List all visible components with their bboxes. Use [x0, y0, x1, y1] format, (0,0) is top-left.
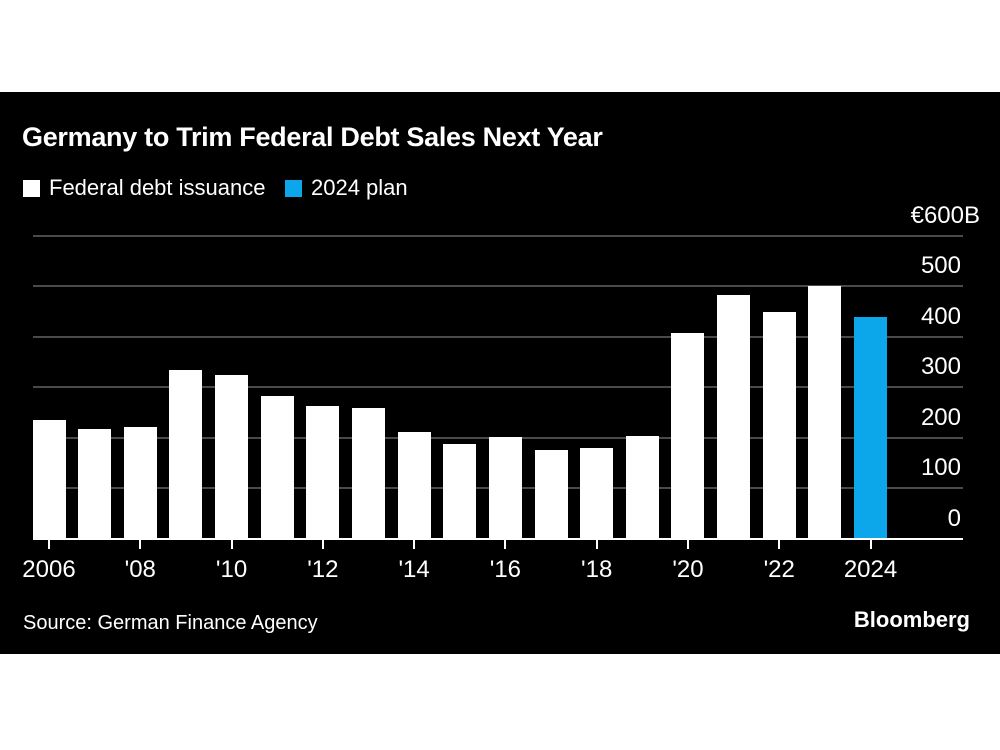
legend-swatch-icon	[23, 179, 40, 197]
gridline-400	[33, 335, 963, 338]
bar-2013	[351, 408, 385, 539]
x-axis-tick-2008	[139, 540, 142, 549]
bar-2008	[123, 426, 157, 539]
legend-label: 2024 plan	[311, 175, 408, 200]
bar-2015	[443, 444, 477, 539]
y-axis-label-0: 0	[947, 505, 961, 532]
legend-item-issuance: Federal debt issuance	[23, 175, 266, 200]
bar-2024	[854, 316, 888, 539]
bloomberg-logo: Bloomberg	[853, 607, 970, 632]
x-axis-line	[33, 538, 963, 540]
bar-2018	[580, 448, 614, 539]
source-note: Source: German Finance Agency	[23, 612, 318, 634]
x-axis-label-2018: '18	[581, 556, 613, 583]
x-axis-tick-2012	[321, 540, 324, 549]
gridline-500	[33, 285, 963, 288]
x-axis-tick-2016	[504, 540, 507, 549]
x-axis-label-2010: '10	[215, 556, 248, 583]
y-axis-label-400: 400	[920, 302, 961, 330]
x-axis-label-2016: '16	[489, 556, 522, 583]
bar-2019	[625, 435, 659, 539]
x-axis-tick-2010	[230, 540, 233, 549]
bar-2016	[488, 436, 522, 539]
y-axis-label-200: 200	[920, 403, 961, 431]
bar-2010	[215, 375, 249, 539]
bar-2011	[260, 395, 294, 539]
x-axis-label-2022: '22	[763, 556, 795, 583]
x-axis-label-2008: '08	[124, 556, 156, 583]
bar-2023	[808, 286, 842, 539]
x-axis-tick-2022	[778, 540, 781, 549]
bar-2009	[169, 370, 203, 539]
bar-2007	[78, 428, 112, 539]
x-axis-tick-2006	[48, 540, 50, 549]
bar-2022	[762, 312, 796, 539]
bar-2006	[32, 420, 66, 539]
gridline-300	[33, 386, 963, 389]
x-axis-label-2014: '14	[398, 556, 430, 583]
bar-2020	[671, 333, 705, 539]
bar-2014	[397, 431, 431, 539]
y-axis-label-100: 100	[920, 454, 961, 482]
x-axis-label-2006: 2006	[22, 556, 76, 583]
y-axis-label-600: €600B	[910, 201, 980, 229]
y-axis-label-300: 300	[920, 353, 961, 381]
legend-item-plan: 2024 plan	[285, 175, 408, 200]
bar-2017	[534, 450, 568, 539]
legend-swatch-icon	[285, 179, 302, 197]
x-axis-label-2012: '12	[307, 556, 339, 583]
gridline-600	[33, 234, 963, 237]
bar-2012	[306, 406, 340, 539]
x-axis-label-2024: 2024	[843, 556, 898, 583]
bar-2021	[717, 294, 751, 539]
x-axis-tick-2020	[686, 540, 689, 549]
legend-label: Federal debt issuance	[49, 175, 266, 200]
x-axis-tick-2014	[413, 540, 416, 549]
chart-title: Germany to Trim Federal Debt Sales Next …	[22, 122, 603, 152]
x-axis-tick-2018	[595, 540, 598, 549]
x-axis-label-2020: '20	[672, 556, 704, 583]
x-axis-tick-2024	[869, 540, 872, 549]
y-axis-label-500: 500	[920, 252, 961, 280]
chart-panel: Germany to Trim Federal Debt Sales Next …	[0, 92, 1000, 654]
